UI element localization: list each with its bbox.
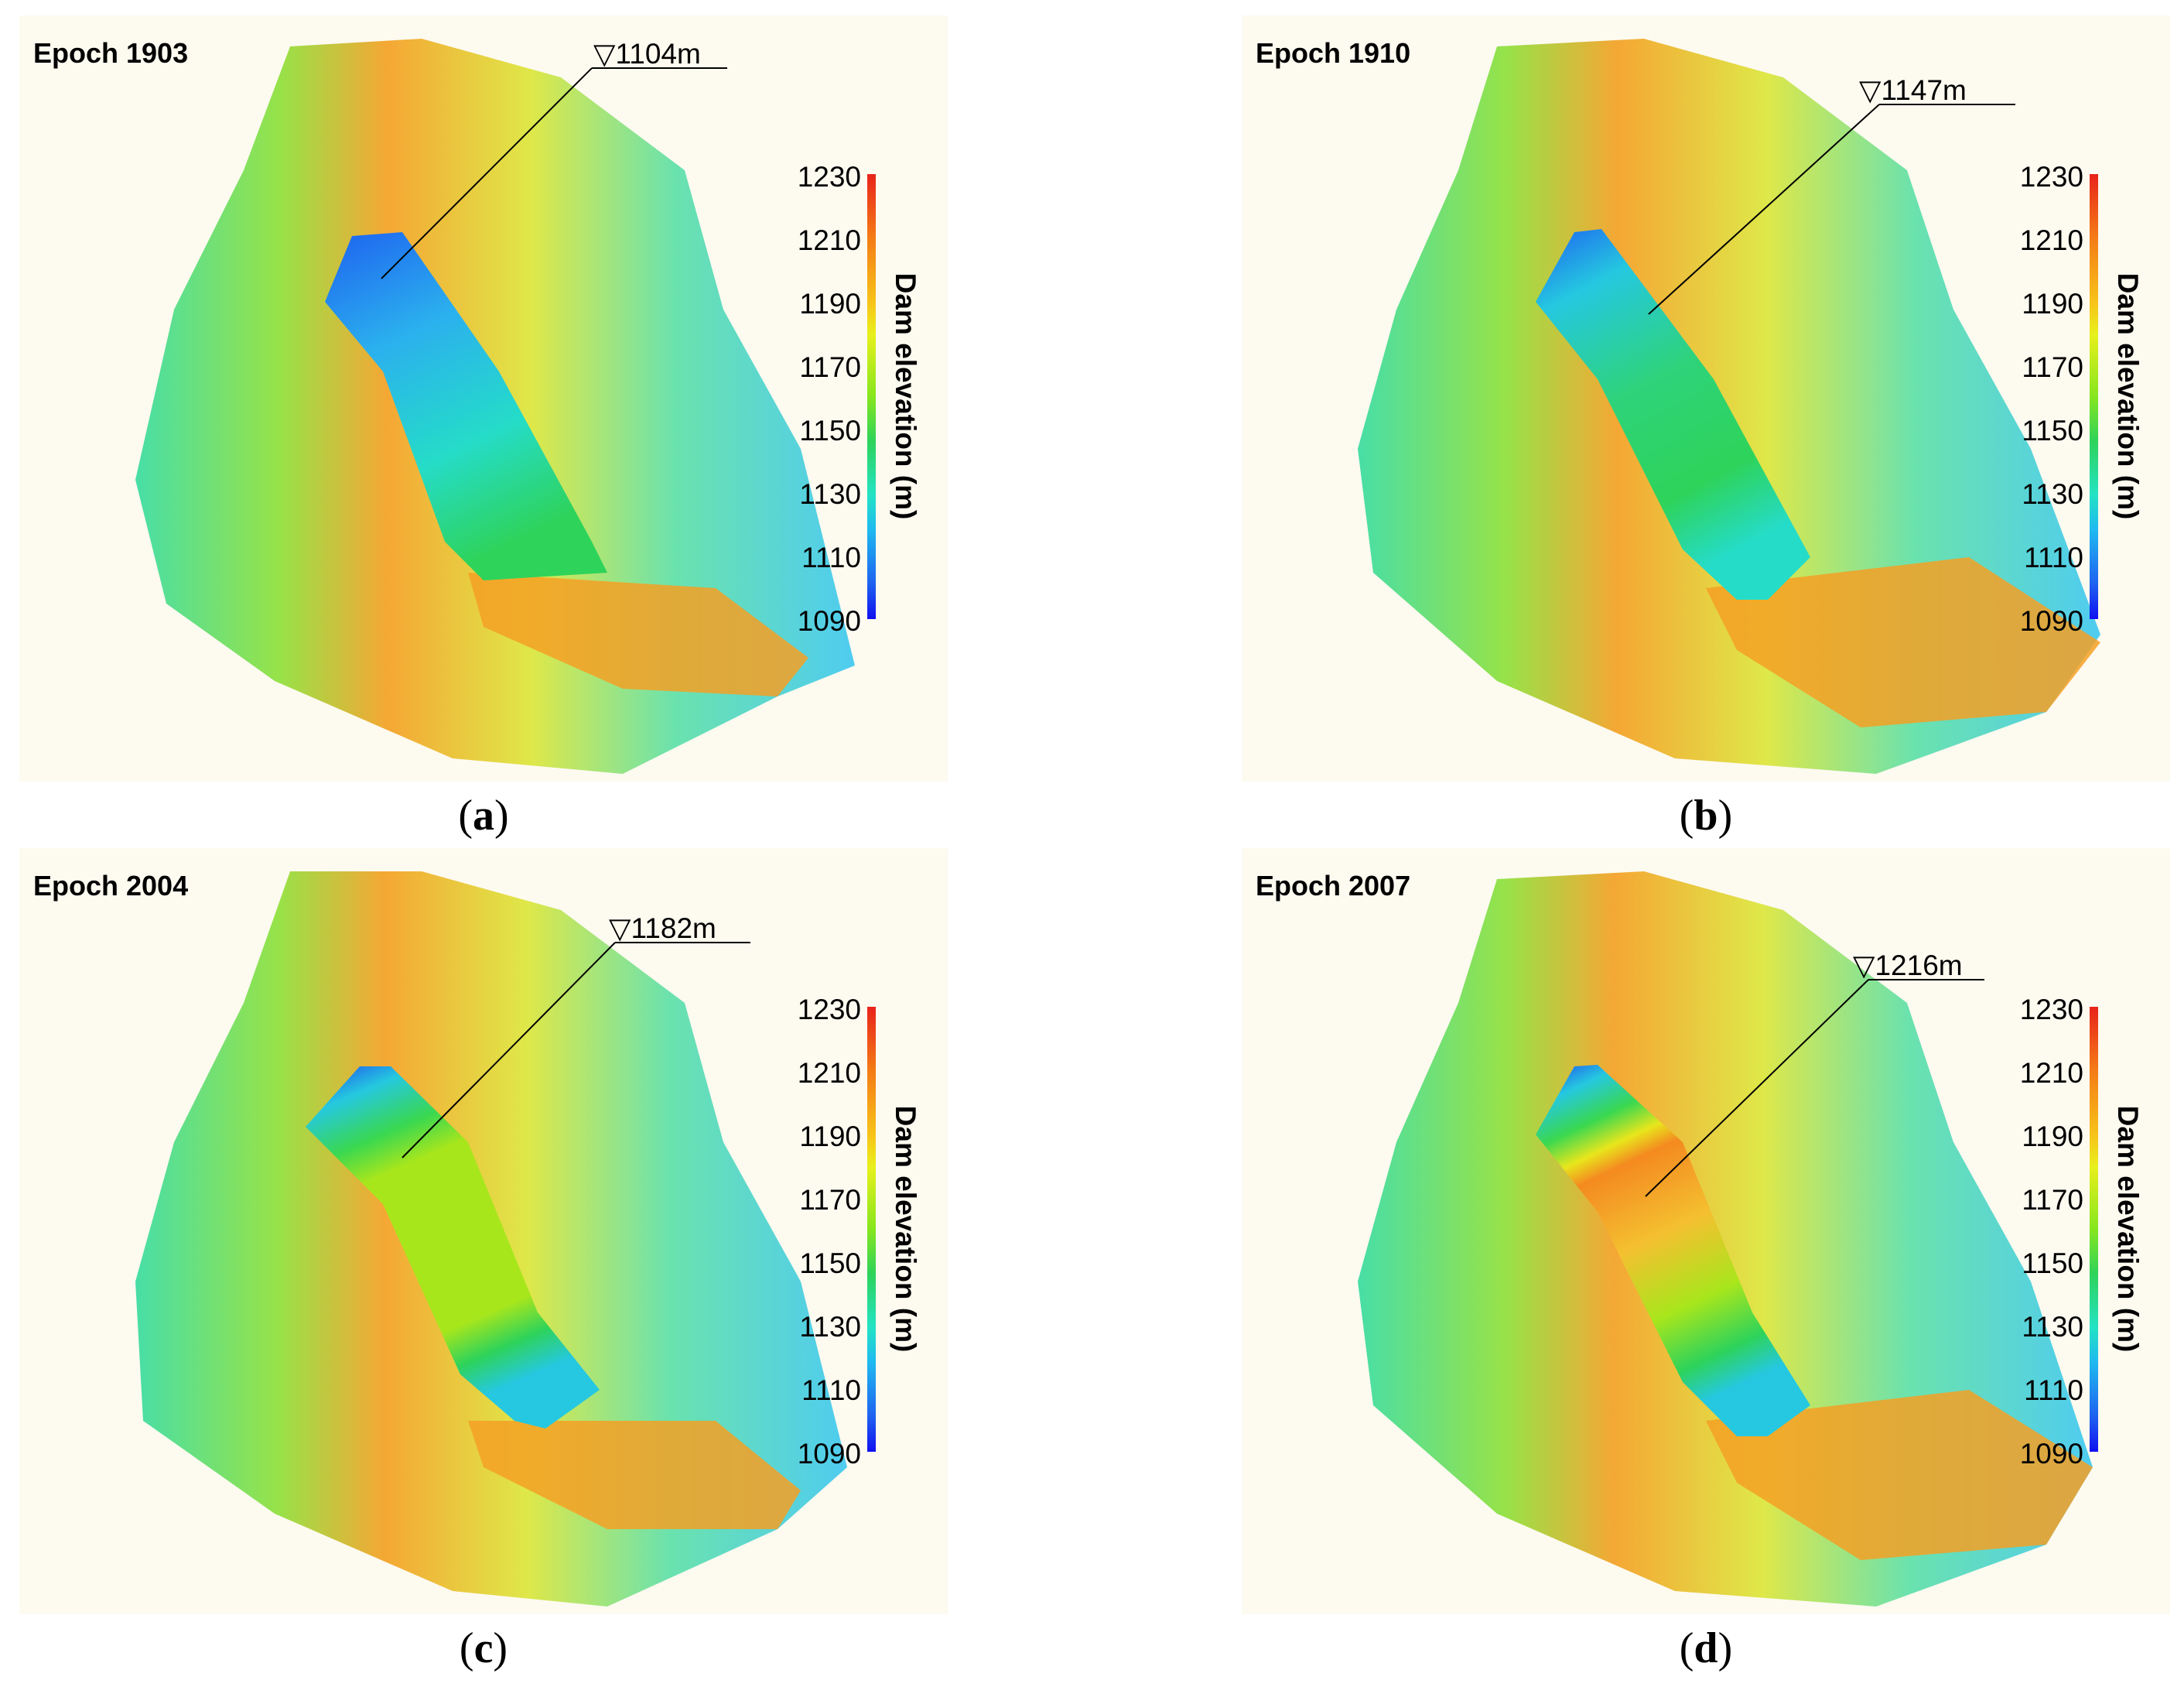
colorbar-tick: 1090 [2019, 1438, 2083, 1470]
colorbar-tick: 1170 [2022, 351, 2083, 383]
downstream-band [1706, 1390, 2093, 1560]
panel-c: Epoch 2004 ▽1182m 1230 1210 1190 1170 11… [19, 848, 948, 1614]
reservoir-area [325, 232, 607, 580]
caption-letter: d [1694, 1624, 1718, 1672]
colorbar-tick: 1130 [799, 478, 861, 510]
downstream-band [468, 573, 808, 696]
colorbar-tick: 1110 [801, 542, 861, 573]
caption-letter: c [473, 1624, 494, 1672]
leader-line-d [1645, 979, 1984, 1197]
colorbar [2090, 1007, 2098, 1452]
colorbar-tick: 1190 [799, 288, 861, 320]
epoch-label: Epoch 1903 [33, 37, 189, 69]
caption-letter: b [1694, 792, 1718, 840]
panel-d: Epoch 2007 ▽1216m 1230 1210 1190 1170 11… [1242, 848, 2170, 1614]
colorbar-tick: 1090 [2019, 605, 2083, 637]
colorbar-tick: 1170 [2022, 1184, 2083, 1216]
panel-a: Epoch 1903 ▽1104m 1230 1210 1190 1170 11… [19, 15, 948, 782]
leader-line-b [1648, 104, 2015, 315]
colorbar-tick: 1150 [2022, 415, 2083, 447]
caption-a: (a) [458, 792, 509, 840]
colorbar [867, 174, 876, 619]
water-level-value: 1216m [1875, 950, 1963, 981]
water-level-marker-b: ▽1147m [1859, 74, 1967, 106]
caption-letter: a [473, 792, 494, 840]
colorbar-tick: 1130 [2022, 1311, 2083, 1343]
colorbar-tick: 1110 [2024, 1374, 2083, 1406]
colorbar-tick: 1090 [797, 1438, 861, 1470]
reservoir-area [1536, 1065, 1810, 1436]
point-cloud-map-c [135, 871, 847, 1607]
colorbar-tick: 1210 [2019, 224, 2083, 256]
water-level-marker-a: ▽1104m [593, 38, 701, 70]
epoch-label: Epoch 2007 [1256, 870, 1411, 902]
colorbar-tick: 1190 [799, 1121, 861, 1152]
colorbar-tick: 1190 [2022, 288, 2083, 320]
epoch-label: Epoch 2004 [33, 870, 189, 902]
downstream-band [1706, 557, 2100, 727]
colorbar-tick: 1150 [799, 1247, 861, 1279]
water-level-value: 1182m [631, 912, 716, 944]
colorbar-tick: 1190 [2022, 1121, 2083, 1152]
point-cloud-map-d [1358, 871, 2093, 1607]
leader-line-c [402, 942, 750, 1158]
caption-b: (b) [1679, 792, 1733, 840]
reservoir-area [1536, 229, 1810, 600]
colorbar-tick: 1150 [2022, 1247, 2083, 1279]
colorbar-tick: 1170 [799, 1184, 861, 1216]
colorbar-tick: 1170 [799, 351, 861, 383]
colorbar-tick: 1130 [799, 1311, 861, 1343]
colorbar-tick: 1230 [797, 161, 861, 193]
colorbar-tick: 1210 [797, 1057, 861, 1089]
colorbar-tick: 1230 [2019, 161, 2083, 193]
epoch-label: Epoch 1910 [1256, 37, 1411, 69]
leader-line-a [381, 67, 727, 279]
water-level-marker-d: ▽1216m [1853, 950, 1963, 981]
point-cloud-map-b [1358, 39, 2100, 774]
caption-c: (c) [459, 1624, 508, 1672]
colorbar-tick: 1110 [801, 1374, 861, 1406]
caption-d: (d) [1679, 1624, 1733, 1672]
colorbar-tick: 1090 [797, 605, 861, 637]
colorbar-tick: 1210 [2019, 1057, 2083, 1089]
point-cloud-map-a [135, 39, 855, 774]
water-level-value: 1104m [615, 38, 701, 70]
colorbar-tick: 1230 [797, 994, 861, 1025]
colorbar-title: Dam elevation (m) [2112, 272, 2144, 520]
colorbar-tick: 1210 [797, 224, 861, 256]
colorbar [867, 1007, 876, 1452]
panel-b: Epoch 1910 ▽1147m 1230 1210 1190 1170 11… [1242, 15, 2170, 782]
colorbar-tick: 1230 [2019, 994, 2083, 1025]
water-level-marker-c: ▽1182m [609, 912, 716, 944]
colorbar-title: Dam elevation (m) [890, 1105, 921, 1353]
reservoir-area [306, 1066, 600, 1429]
downstream-band [468, 1421, 801, 1529]
water-level-value: 1147m [1881, 74, 1967, 106]
colorbar-tick: 1150 [799, 415, 861, 447]
colorbar-tick: 1110 [2024, 542, 2083, 573]
colorbar [2090, 174, 2098, 619]
colorbar-tick: 1130 [2022, 478, 2083, 510]
colorbar-title: Dam elevation (m) [2112, 1105, 2144, 1353]
colorbar-title: Dam elevation (m) [890, 272, 921, 520]
